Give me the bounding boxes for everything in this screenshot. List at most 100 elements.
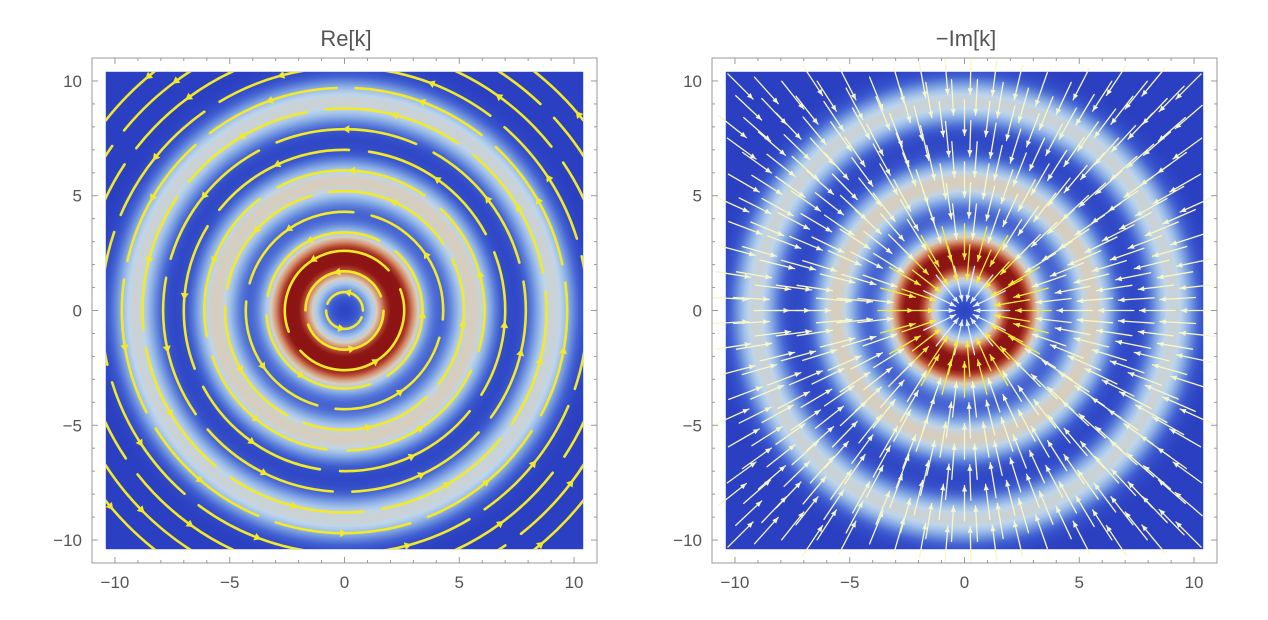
vector-arrow-head	[952, 296, 959, 303]
vector-arrow-head	[784, 329, 791, 335]
streamline-arrowhead	[592, 224, 600, 232]
vector-arrow-head	[1152, 363, 1159, 369]
vector-arrow-head	[936, 236, 942, 243]
vector-arrow-head	[973, 301, 980, 307]
vector-arrow-head	[892, 426, 898, 433]
vector-arrow-head	[850, 93, 856, 100]
vector-arrow-head	[1032, 333, 1039, 339]
vector-arrow-head	[775, 189, 782, 195]
vector-arrow-head	[854, 260, 861, 266]
vector-arrow-head	[1075, 385, 1082, 392]
vector-arrow-head	[1138, 286, 1145, 292]
vector-arrow-head	[1056, 506, 1062, 513]
vector-arrow-head	[794, 482, 801, 489]
vector-arrow-head	[967, 526, 973, 533]
vector-arrow-head	[953, 233, 959, 240]
vector-arrow-head	[764, 135, 771, 141]
vector-arrow-head	[1033, 399, 1040, 406]
vector-arrow-head	[1140, 435, 1148, 442]
vector-arrow-head	[967, 464, 973, 471]
vector-arrow-head	[990, 259, 996, 267]
vector-arrow-shaft	[1110, 124, 1137, 153]
streamline-segment	[497, 544, 507, 550]
streamline-arrowhead	[516, 348, 525, 357]
vector-arrow-head	[965, 320, 971, 327]
re-k-title: Re[k]	[320, 26, 371, 51]
vector-arrow-head	[961, 485, 968, 492]
vector-arrow-head	[828, 158, 835, 165]
vector-arrow-head	[1091, 217, 1099, 224]
streamline-arrowhead	[624, 329, 632, 336]
vector-arrow-head	[994, 301, 1001, 308]
streamline-arrowhead	[76, 205, 84, 213]
streamline-arrowhead	[528, 460, 537, 469]
vector-arrow-head	[748, 364, 756, 370]
vector-arrow-head	[1095, 188, 1102, 195]
streamline-arrowhead	[145, 71, 153, 80]
vector-arrow-head	[961, 191, 968, 198]
vector-arrow-head	[878, 149, 884, 156]
streamline-arrowhead	[251, 414, 260, 422]
vector-arrow-head	[875, 228, 882, 234]
vector-arrow-head	[809, 350, 816, 356]
vector-arrow-head	[788, 170, 795, 177]
re-k-ticks: −10 −5 0 5 10 −10 −5 0 5 10	[53, 58, 597, 592]
streamline-arrowhead	[481, 479, 490, 487]
vector-arrow-head	[899, 96, 905, 103]
vector-arrow-head	[1063, 160, 1070, 167]
streamline-segment	[39, 293, 64, 430]
vector-arrow-head	[1047, 440, 1053, 448]
vector-arrow-head	[918, 134, 924, 141]
vector-arrow-head	[949, 314, 956, 320]
vector-arrow-head	[1175, 521, 1182, 528]
vector-arrow-head	[897, 474, 903, 481]
vector-arrow-head	[1025, 348, 1032, 355]
vector-arrow-head	[988, 462, 994, 470]
vector-arrow-head	[887, 316, 894, 322]
streamline-arrowhead	[287, 5, 295, 13]
vector-arrow-head	[837, 209, 844, 215]
streamline-arrowhead	[348, 345, 356, 354]
vector-arrow-head	[866, 317, 873, 323]
streamline-arrowhead	[575, 111, 584, 119]
streamline-arrowhead	[395, 389, 404, 397]
vector-arrow-head	[1005, 134, 1011, 141]
vector-arrow-shaft	[1141, 524, 1166, 554]
x-tick-label: 10	[565, 573, 584, 592]
vector-arrow-head	[985, 400, 991, 407]
vector-arrow-head	[1159, 319, 1166, 325]
vector-arrow-head	[1018, 409, 1024, 417]
vector-arrow-head	[842, 173, 849, 180]
vector-arrow-head	[1017, 116, 1023, 123]
vector-arrow-head	[1092, 509, 1099, 517]
streamline-arrowhead	[442, 482, 451, 490]
streamline-arrowhead	[500, 320, 509, 329]
vector-arrow-head	[847, 385, 854, 392]
streamline-arrowhead	[418, 311, 427, 319]
vector-arrow-head	[933, 259, 939, 267]
vector-arrow-head	[803, 224, 810, 230]
vector-arrow-head	[812, 174, 819, 181]
vector-arrow-head	[740, 483, 747, 490]
streamline-arrowhead	[407, 453, 416, 462]
re-k-plot-area	[39, 5, 632, 550]
streamline-arrowhead	[484, 195, 493, 204]
vector-arrow-head	[1115, 276, 1123, 282]
vector-arrow-head	[947, 359, 953, 367]
vector-arrow-head	[972, 443, 978, 450]
vector-arrow-head	[995, 111, 1001, 118]
vector-arrow-head	[1092, 104, 1099, 112]
vector-arrow-head	[1142, 496, 1149, 503]
streamline-arrowhead	[418, 99, 427, 107]
vector-arrow-head	[1115, 339, 1123, 345]
vector-arrow-head	[933, 354, 939, 362]
vector-arrow-head	[820, 138, 826, 145]
vector-arrow-head	[814, 409, 821, 416]
vector-arrow-head	[848, 337, 855, 343]
vector-arrow-head	[929, 296, 936, 302]
vector-arrow-head	[786, 210, 794, 216]
streamline-arrowhead	[259, 468, 268, 476]
vector-arrow-head	[878, 103, 884, 111]
vector-arrow-head	[1145, 385, 1152, 391]
